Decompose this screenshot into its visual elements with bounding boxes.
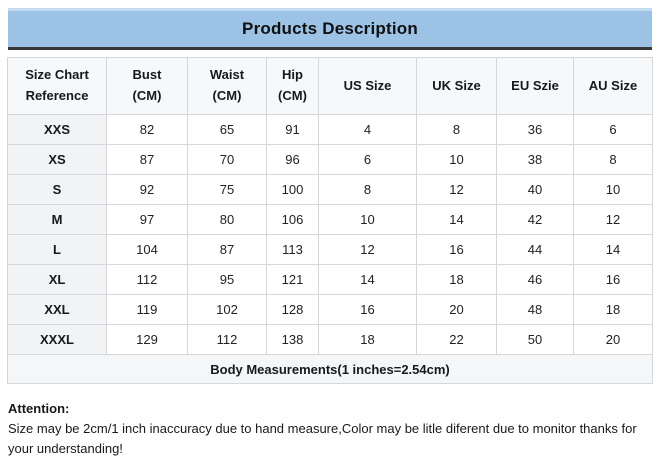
size-label-cell: M [7, 204, 107, 235]
value-cell: 8 [318, 174, 417, 205]
attention-section: Attention: Size may be 2cm/1 inch inaccu… [8, 399, 656, 457]
value-cell: 42 [496, 204, 574, 235]
value-cell: 10 [573, 174, 653, 205]
value-cell: 97 [106, 204, 188, 235]
value-cell: 91 [266, 114, 319, 145]
value-cell: 46 [496, 264, 574, 295]
attention-heading: Attention: [8, 401, 70, 416]
value-cell: 50 [496, 324, 574, 355]
value-cell: 121 [266, 264, 319, 295]
value-cell: 6 [318, 144, 417, 175]
value-cell: 119 [106, 294, 188, 325]
size-label-cell: XXXL [7, 324, 107, 355]
value-cell: 20 [573, 324, 653, 355]
attention-body-text: Size may be 2cm/1 inch inaccuracy due to… [8, 421, 637, 456]
value-cell: 48 [496, 294, 574, 325]
value-cell: 8 [416, 114, 497, 145]
value-cell: 10 [416, 144, 497, 175]
table-row: S 92 75 100 8 12 40 10 [7, 174, 653, 205]
value-cell: 16 [318, 294, 417, 325]
value-cell: 82 [106, 114, 188, 145]
value-cell: 112 [106, 264, 188, 295]
size-label-cell: XXL [7, 294, 107, 325]
table-footer-row: Body Measurements(1 inches=2.54cm) [7, 354, 653, 384]
size-label-cell: XL [7, 264, 107, 295]
value-cell: 36 [496, 114, 574, 145]
column-header: UK Size [416, 57, 497, 115]
value-cell: 18 [573, 294, 653, 325]
column-header: Size Chart Reference [7, 57, 107, 115]
column-header: EU Szie [496, 57, 574, 115]
size-label-cell: XXS [7, 114, 107, 145]
column-header: AU Size [573, 57, 653, 115]
value-cell: 113 [266, 234, 319, 265]
value-cell: 128 [266, 294, 319, 325]
value-cell: 14 [416, 204, 497, 235]
table-footer: Body Measurements(1 inches=2.54cm) [7, 354, 653, 384]
page-title: Products Description [242, 19, 418, 38]
table-row: XXL 119 102 128 16 20 48 18 [7, 294, 653, 325]
value-cell: 92 [106, 174, 188, 205]
value-cell: 14 [318, 264, 417, 295]
value-cell: 75 [187, 174, 267, 205]
value-cell: 16 [416, 234, 497, 265]
value-cell: 6 [573, 114, 653, 145]
table-row: XXS 82 65 91 4 8 36 6 [7, 114, 653, 145]
column-header: Hip (CM) [266, 57, 319, 115]
value-cell: 22 [416, 324, 497, 355]
value-cell: 12 [318, 234, 417, 265]
table-row: L 104 87 113 12 16 44 14 [7, 234, 653, 265]
value-cell: 18 [318, 324, 417, 355]
table-header-row: Size Chart Reference Bust (CM) Waist (CM) H… [7, 57, 653, 115]
value-cell: 70 [187, 144, 267, 175]
column-header: Bust (CM) [106, 57, 188, 115]
value-cell: 106 [266, 204, 319, 235]
value-cell: 18 [416, 264, 497, 295]
size-chart-table: Size Chart Reference Bust (CM) Waist (CM) H… [7, 57, 653, 384]
value-cell: 8 [573, 144, 653, 175]
value-cell: 16 [573, 264, 653, 295]
value-cell: 12 [416, 174, 497, 205]
value-cell: 100 [266, 174, 319, 205]
value-cell: 20 [416, 294, 497, 325]
title-banner: Products Description [8, 8, 652, 50]
value-cell: 40 [496, 174, 574, 205]
table-row: XS 87 70 96 6 10 38 8 [7, 144, 653, 175]
value-cell: 104 [106, 234, 188, 265]
value-cell: 80 [187, 204, 267, 235]
table-header: Size Chart Reference Bust (CM) Waist (CM) H… [7, 57, 653, 115]
column-header: US Size [318, 57, 417, 115]
value-cell: 44 [496, 234, 574, 265]
table-row: XL 112 95 121 14 18 46 16 [7, 264, 653, 295]
value-cell: 138 [266, 324, 319, 355]
size-label-cell: L [7, 234, 107, 265]
value-cell: 4 [318, 114, 417, 145]
size-label-cell: XS [7, 144, 107, 175]
value-cell: 102 [187, 294, 267, 325]
value-cell: 12 [573, 204, 653, 235]
value-cell: 87 [106, 144, 188, 175]
table-body: XXS 82 65 91 4 8 36 6 XS 87 70 96 6 10 38 8 S 92 75 100 8 12 4… [7, 114, 653, 355]
column-header: Waist (CM) [187, 57, 267, 115]
value-cell: 95 [187, 264, 267, 295]
value-cell: 129 [106, 324, 188, 355]
value-cell: 14 [573, 234, 653, 265]
table-row: XXXL 129 112 138 18 22 50 20 [7, 324, 653, 355]
size-label-cell: S [7, 174, 107, 205]
value-cell: 87 [187, 234, 267, 265]
value-cell: 65 [187, 114, 267, 145]
value-cell: 38 [496, 144, 574, 175]
table-row: M 97 80 106 10 14 42 12 [7, 204, 653, 235]
value-cell: 112 [187, 324, 267, 355]
value-cell: 10 [318, 204, 417, 235]
body-measurements-note: Body Measurements(1 inches=2.54cm) [7, 354, 653, 384]
value-cell: 96 [266, 144, 319, 175]
